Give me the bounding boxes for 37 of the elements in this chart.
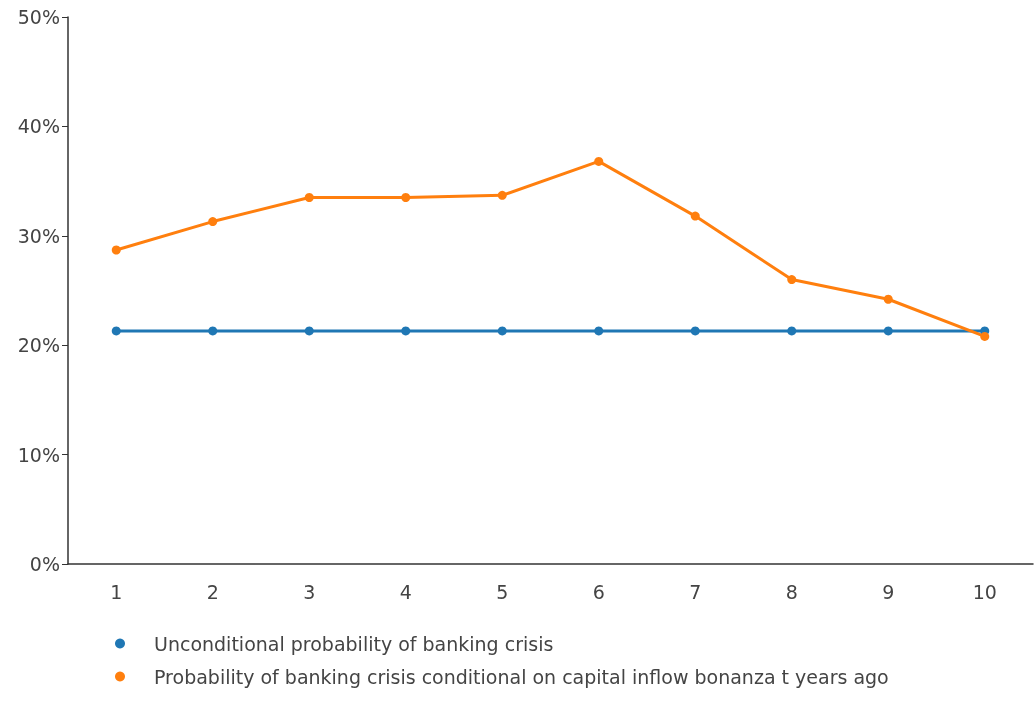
point (594, 156, 604, 166)
point (787, 275, 797, 285)
point (208, 326, 218, 336)
y-tick-label: 30% (17, 224, 60, 247)
point (690, 211, 700, 221)
point (111, 245, 121, 255)
x-tick-label: 7 (689, 580, 702, 603)
y-tick-label: 10% (17, 443, 60, 466)
point (111, 326, 121, 336)
point (208, 217, 218, 227)
x-tick-label: 8 (785, 580, 798, 603)
y-tick-label: 40% (17, 115, 60, 138)
x-tick-label: 4 (399, 580, 412, 603)
point (497, 190, 507, 200)
x-tick-label: 2 (206, 580, 219, 603)
point (401, 193, 411, 203)
point (401, 326, 411, 336)
x-tick-label: 5 (496, 580, 509, 603)
point (594, 326, 604, 336)
x-tick-label: 10 (972, 580, 997, 603)
x-tick-label: 9 (882, 580, 895, 603)
point (690, 326, 700, 336)
legend-label: Probability of banking crisis conditional on capital inflow bonanza t years ago (154, 665, 889, 688)
x-tick-label: 3 (303, 580, 316, 603)
point (883, 326, 893, 336)
point (497, 326, 507, 336)
legend-label: Unconditional probability of banking crisis (154, 632, 554, 655)
point (883, 294, 893, 304)
y-tick-label: 50% (17, 6, 60, 28)
y-tick-label: 0% (29, 553, 60, 575)
y-tick-label: 20% (17, 334, 60, 357)
x-tick-label: 1 (110, 580, 123, 603)
point (980, 331, 990, 341)
point (304, 326, 314, 336)
x-tick-label: 6 (592, 580, 605, 603)
point (304, 193, 314, 203)
point (787, 326, 797, 336)
